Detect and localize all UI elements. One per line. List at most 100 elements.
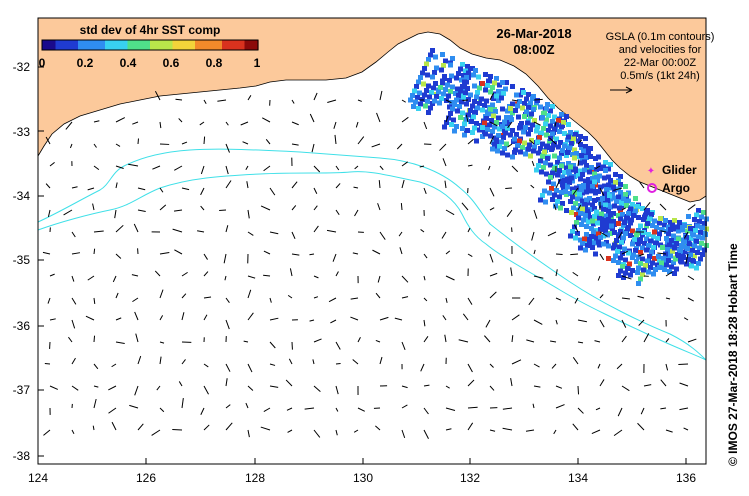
velocity-arrow <box>159 289 164 299</box>
velocity-arrow <box>354 209 359 217</box>
velocity-arrow <box>352 252 359 255</box>
velocity-arrow <box>597 363 601 369</box>
colorbar-segment <box>55 40 61 50</box>
sst-pixel <box>618 190 623 195</box>
sst-pixel <box>616 178 621 184</box>
sst-pixel <box>505 126 510 131</box>
sst-pixel <box>580 241 585 246</box>
sst-pixel <box>582 186 587 191</box>
sst-pixel <box>464 101 469 107</box>
sst-pixel <box>528 153 533 159</box>
colorbar-segment <box>231 40 237 50</box>
velocity-arrow <box>595 165 601 170</box>
sst-pixel <box>648 238 653 244</box>
gsla-contour-inner <box>37 171 707 361</box>
sst-pixel <box>593 190 598 196</box>
sst-pixel <box>532 144 537 150</box>
sst-pixel <box>573 193 578 198</box>
sst-pixel <box>532 118 537 123</box>
sst-pixel <box>591 229 596 235</box>
sst-pixel <box>570 229 575 234</box>
sst-pixel <box>667 242 672 248</box>
colorbar-segment <box>100 40 106 50</box>
velocity-arrow <box>511 335 514 343</box>
sst-pixel <box>618 182 623 187</box>
velocity-arrow <box>49 318 56 321</box>
sst-pixel <box>670 222 675 228</box>
sst-pixel <box>564 114 569 119</box>
velocity-arrow <box>151 429 161 436</box>
lon-tick-label: 130 <box>353 471 373 485</box>
velocity-arrow <box>467 422 474 431</box>
sst-pixel <box>693 228 698 233</box>
sst-pixel <box>546 113 551 118</box>
sst-pixel <box>537 135 542 140</box>
velocity-arrow <box>111 421 117 431</box>
sst-pixel <box>586 219 591 225</box>
sst-pixel <box>488 133 493 139</box>
sst-pixel <box>623 257 628 263</box>
velocity-arrow <box>573 224 579 233</box>
sst-pixel <box>538 146 543 151</box>
sst-pixel <box>480 125 485 130</box>
sst-pixel <box>557 155 562 161</box>
velocity-arrow <box>115 341 125 344</box>
velocity-arrow <box>225 422 233 431</box>
sst-pixel <box>682 223 687 228</box>
sst-pixel <box>495 148 500 154</box>
sst-pixel <box>626 211 631 216</box>
sst-pixel <box>608 212 613 218</box>
sst-pixel <box>565 137 570 143</box>
sst-pixel <box>577 192 582 197</box>
velocity-arrow <box>577 341 584 344</box>
sst-pixel <box>595 220 600 226</box>
velocity-arrow <box>181 312 185 321</box>
sst-pixel <box>694 212 699 218</box>
velocity-arrow <box>489 121 498 127</box>
sst-pixel <box>628 233 633 238</box>
velocity-arrow <box>445 99 452 104</box>
sst-pixel <box>459 77 464 83</box>
sst-pixel <box>644 236 649 242</box>
sst-pixel <box>595 212 600 218</box>
sst-pixel <box>614 238 619 243</box>
sst-pixel <box>590 184 595 189</box>
sst-pixel <box>692 217 697 222</box>
sst-pixel <box>545 102 550 107</box>
sst-pixel <box>447 104 452 110</box>
sst-pixel <box>565 184 570 190</box>
sst-pixel <box>518 149 523 155</box>
sst-pixel <box>618 216 623 222</box>
velocity-arrow <box>200 407 205 415</box>
velocity-arrow <box>263 274 271 277</box>
sst-pixel <box>552 166 557 171</box>
sst-pixel <box>601 233 606 239</box>
colorbar-segment <box>64 40 70 50</box>
velocity-arrow <box>71 252 81 255</box>
sst-pixel <box>685 228 690 234</box>
sst-pixel <box>575 188 580 194</box>
sst-pixel <box>583 239 588 245</box>
velocity-arrow <box>129 404 139 409</box>
sst-pixel <box>513 108 518 113</box>
sst-pixel <box>570 152 575 157</box>
velocity-arrow <box>532 403 535 409</box>
sst-pixel <box>499 95 504 101</box>
colorbar-tick: 1 <box>254 56 261 70</box>
sst-pixel <box>542 110 547 116</box>
colorbar-segment <box>222 40 228 50</box>
sst-pixel <box>613 172 618 177</box>
velocity-arrow <box>335 209 340 216</box>
velocity-arrow <box>379 356 383 365</box>
velocity-arrow <box>639 181 645 189</box>
sst-pixel <box>643 263 648 268</box>
sst-pixel <box>430 74 435 80</box>
sst-pixel <box>696 261 701 266</box>
velocity-arrow <box>511 165 519 173</box>
sst-pixel <box>618 255 623 261</box>
colorbar-segment <box>181 40 187 50</box>
velocity-arrow <box>225 225 229 233</box>
sst-pixel <box>674 241 679 246</box>
sst-pixel <box>502 146 507 151</box>
sst-pixel <box>575 231 580 236</box>
